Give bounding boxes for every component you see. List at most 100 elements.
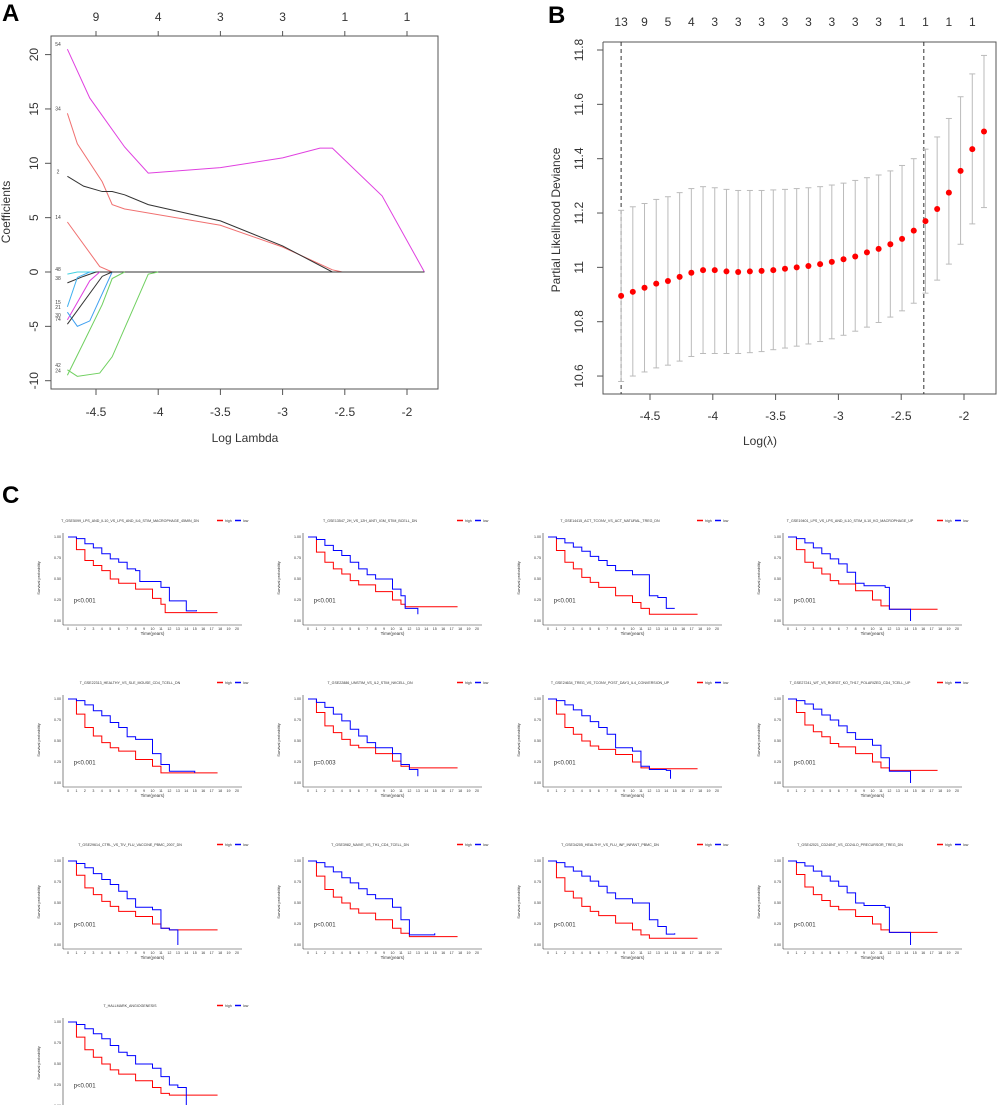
x-tick-label: 17 [210, 951, 214, 955]
y-tick-label: 0.50 [534, 577, 541, 581]
km-title: T_GSE13547_2H_VS_12H_ANTI_IGM_STIM_BCELL… [323, 519, 417, 523]
y-axis-title: Survival probability [36, 885, 41, 919]
x-tick-label: 0 [787, 951, 789, 955]
x-tick-label: 5 [829, 789, 831, 793]
x-tick-label: 15 [913, 789, 917, 793]
km-plot: T_GSE13547_2H_VS_12H_ANTI_IGM_STIM_BCELL… [276, 519, 489, 636]
x-tick-label: -4 [153, 405, 164, 419]
x-tick-label: 8 [855, 627, 857, 631]
y-tick-label: 0.00 [294, 943, 301, 947]
x-tick-label: 15 [913, 627, 917, 631]
y-tick-label: 0.00 [534, 619, 541, 623]
x-tick-label: 7 [846, 627, 848, 631]
y-tick-label: 0.50 [774, 901, 781, 905]
path-label: 14 [55, 215, 61, 221]
y-axis-title: Survival probability [276, 885, 281, 919]
top-tick-label: 1 [922, 15, 929, 29]
x-tick-label: 15 [433, 789, 437, 793]
x-tick-label: 5 [349, 627, 351, 631]
km-plot: T_GSE19401_LPS_VS_LPS_AND_IL10_STIM_IL10… [756, 519, 969, 636]
y-tick-label: 0.50 [294, 739, 301, 743]
x-tick-label: 11 [639, 951, 643, 955]
path-label: 34 [55, 106, 61, 112]
x-tick-label: 0 [787, 627, 789, 631]
x-tick-label: 20 [475, 789, 479, 793]
x-tick-label: 3 [332, 627, 334, 631]
km-title: T_GSE14415_ACT_TCONV_VS_ACT_NATURAL_TREG… [560, 519, 660, 523]
x-tick-label: 18 [938, 789, 942, 793]
x-tick-label: 17 [930, 627, 934, 631]
x-tick-label: 20 [955, 789, 959, 793]
y-axis-title: Survival probability [756, 723, 761, 757]
x-tick-label: 15 [193, 951, 197, 955]
x-tick-label: 9 [383, 627, 385, 631]
x-tick-label: 4 [821, 789, 823, 793]
km-curve-high [308, 860, 458, 938]
y-tick-label: 10.6 [572, 364, 586, 388]
x-tick-label: 18 [938, 627, 942, 631]
x-tick-label: 17 [690, 789, 694, 793]
km-plot: T_GSE22313_HEALTHY_VS_SLE_MOUSE_CD4_TCEL… [36, 681, 249, 798]
x-tick-label: 9 [143, 789, 145, 793]
x-tick-label: 17 [690, 951, 694, 955]
x-tick-label: 12 [167, 789, 171, 793]
x-tick-label: 14 [184, 951, 188, 955]
x-tick-label: 10 [871, 951, 875, 955]
y-tick-label: 1.00 [54, 859, 61, 863]
y-tick-label: 0.50 [54, 1062, 61, 1066]
deviance-point [793, 264, 800, 271]
x-tick-label: 19 [707, 627, 711, 631]
y-tick-label: 11.2 [572, 201, 586, 224]
km-plot: T_GSE29614_CTRL_VS_TIV_FLU_VACCINE_PBMC_… [36, 843, 249, 960]
x-tick-label: 5 [589, 951, 591, 955]
x-tick-label: 5 [589, 789, 591, 793]
y-tick-label: 0 [27, 268, 41, 275]
km-plot: T_GSE3982_NAIVE_VS_TH1_CD4_TCELL_DN high l… [276, 843, 489, 960]
x-tick-label: 3 [572, 627, 574, 631]
x-tick-label: 16 [921, 789, 925, 793]
x-tick-label: 6 [598, 627, 600, 631]
x-tick-label: 11 [159, 951, 163, 955]
x-tick-label: 10 [151, 789, 155, 793]
x-tick-label: 2 [804, 789, 806, 793]
x-tick-label: 10 [871, 627, 875, 631]
x-tick-label: 3 [812, 627, 814, 631]
x-tick-label: 19 [947, 627, 951, 631]
x-tick-label: 1 [555, 627, 557, 631]
x-tick-label: 3 [812, 951, 814, 955]
p-value: p<0.001 [74, 1084, 97, 1090]
y-tick-label: 0.50 [294, 901, 301, 905]
km-curve-high [68, 698, 218, 774]
x-tick-label: 18 [698, 627, 702, 631]
x-tick-label: 18 [458, 789, 462, 793]
deviance-point [711, 267, 718, 274]
x-tick-label: 19 [467, 951, 471, 955]
x-tick-label: 2 [324, 951, 326, 955]
deviance-point [840, 256, 847, 263]
x-tick-label: 6 [118, 627, 120, 631]
x-tick-label: 13 [176, 951, 180, 955]
km-curve-low [308, 536, 419, 615]
km-title: T_GSE27241_WT_VS_RORGT_KO_TH17_POLARIZED… [790, 681, 911, 685]
top-tick-label: 3 [758, 15, 765, 29]
km-plot: T_HALLMARK_ANGIOGENESIShighlow0.000.250.… [36, 1004, 249, 1105]
deviance-point [957, 167, 964, 174]
y-tick-label: 0.50 [774, 739, 781, 743]
x-tick-label: 7 [126, 789, 128, 793]
x-tick-label: 11 [399, 951, 403, 955]
km-curve-low [68, 536, 197, 612]
x-tick-label: 9 [143, 951, 145, 955]
x-tick-label: 2 [324, 627, 326, 631]
deviance-point [618, 292, 625, 299]
x-tick-label: 16 [201, 951, 205, 955]
km-curve-high [308, 536, 458, 608]
coefficient-path [66, 271, 125, 376]
x-tick-label: 10 [151, 627, 155, 631]
y-tick-label: 1.00 [54, 535, 61, 539]
top-tick-label: 1 [341, 10, 348, 24]
legend-low-label: low [723, 681, 729, 685]
coefficient-path [66, 271, 90, 307]
km-curve-high [788, 698, 938, 771]
p-value: p<0.001 [554, 599, 577, 605]
x-tick-label: 15 [433, 951, 437, 955]
